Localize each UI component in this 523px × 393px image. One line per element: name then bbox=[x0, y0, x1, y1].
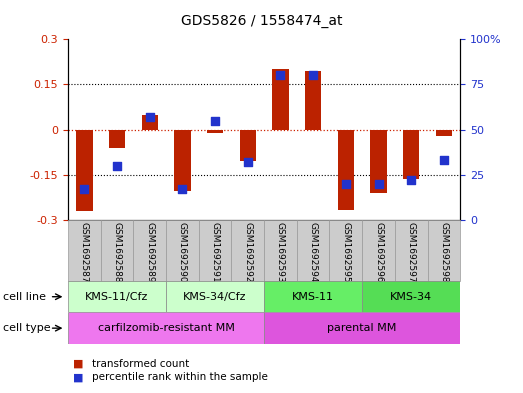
Point bbox=[276, 72, 285, 79]
Text: percentile rank within the sample: percentile rank within the sample bbox=[92, 372, 267, 382]
Text: GSM1692594: GSM1692594 bbox=[309, 222, 317, 283]
Point bbox=[113, 163, 121, 169]
Point bbox=[407, 177, 415, 184]
Text: GSM1692598: GSM1692598 bbox=[439, 222, 448, 283]
Bar bbox=[68, 281, 166, 312]
Point bbox=[374, 181, 383, 187]
Text: KMS-34: KMS-34 bbox=[390, 292, 433, 302]
Text: transformed count: transformed count bbox=[92, 358, 189, 369]
Text: GSM1692590: GSM1692590 bbox=[178, 222, 187, 283]
Point bbox=[342, 181, 350, 187]
Bar bbox=[370, 130, 386, 193]
Bar bbox=[403, 130, 419, 179]
Bar bbox=[133, 220, 166, 281]
Text: GSM1692593: GSM1692593 bbox=[276, 222, 285, 283]
Text: GSM1692587: GSM1692587 bbox=[80, 222, 89, 283]
Bar bbox=[100, 220, 133, 281]
Bar bbox=[166, 220, 199, 281]
Bar bbox=[68, 220, 100, 281]
Bar bbox=[264, 312, 460, 344]
Text: GSM1692592: GSM1692592 bbox=[243, 222, 252, 283]
Bar bbox=[68, 312, 264, 344]
Point bbox=[80, 186, 88, 193]
Text: KMS-11/Cfz: KMS-11/Cfz bbox=[85, 292, 149, 302]
Text: KMS-34/Cfz: KMS-34/Cfz bbox=[184, 292, 247, 302]
Text: GDS5826 / 1558474_at: GDS5826 / 1558474_at bbox=[181, 14, 342, 28]
Bar bbox=[272, 70, 289, 130]
Bar bbox=[329, 220, 362, 281]
Point bbox=[178, 186, 187, 193]
Point bbox=[440, 157, 448, 163]
Bar bbox=[76, 130, 93, 211]
Text: GSM1692597: GSM1692597 bbox=[407, 222, 416, 283]
Point bbox=[211, 118, 219, 124]
Text: ■: ■ bbox=[73, 372, 84, 382]
Point bbox=[145, 114, 154, 120]
Bar bbox=[297, 220, 329, 281]
Bar bbox=[264, 220, 297, 281]
Point bbox=[309, 72, 317, 79]
Bar bbox=[240, 130, 256, 161]
Text: GSM1692589: GSM1692589 bbox=[145, 222, 154, 283]
Text: cell line: cell line bbox=[3, 292, 46, 302]
Bar bbox=[109, 130, 125, 148]
Bar bbox=[231, 220, 264, 281]
Bar bbox=[428, 220, 460, 281]
Bar bbox=[207, 130, 223, 133]
Text: ■: ■ bbox=[73, 358, 84, 369]
Bar bbox=[305, 71, 321, 130]
Text: carfilzomib-resistant MM: carfilzomib-resistant MM bbox=[98, 323, 234, 333]
Bar bbox=[338, 130, 354, 209]
Text: GSM1692596: GSM1692596 bbox=[374, 222, 383, 283]
Text: GSM1692588: GSM1692588 bbox=[112, 222, 121, 283]
Bar bbox=[436, 130, 452, 136]
Bar bbox=[395, 220, 428, 281]
Bar bbox=[166, 281, 264, 312]
Bar bbox=[264, 281, 362, 312]
Text: GSM1692591: GSM1692591 bbox=[211, 222, 220, 283]
Bar bbox=[174, 130, 190, 191]
Text: cell type: cell type bbox=[3, 323, 50, 333]
Text: GSM1692595: GSM1692595 bbox=[342, 222, 350, 283]
Text: parental MM: parental MM bbox=[327, 323, 397, 333]
Bar bbox=[362, 220, 395, 281]
Bar bbox=[142, 115, 158, 130]
Point bbox=[244, 159, 252, 165]
Bar bbox=[362, 281, 460, 312]
Text: KMS-11: KMS-11 bbox=[292, 292, 334, 302]
Bar bbox=[199, 220, 231, 281]
